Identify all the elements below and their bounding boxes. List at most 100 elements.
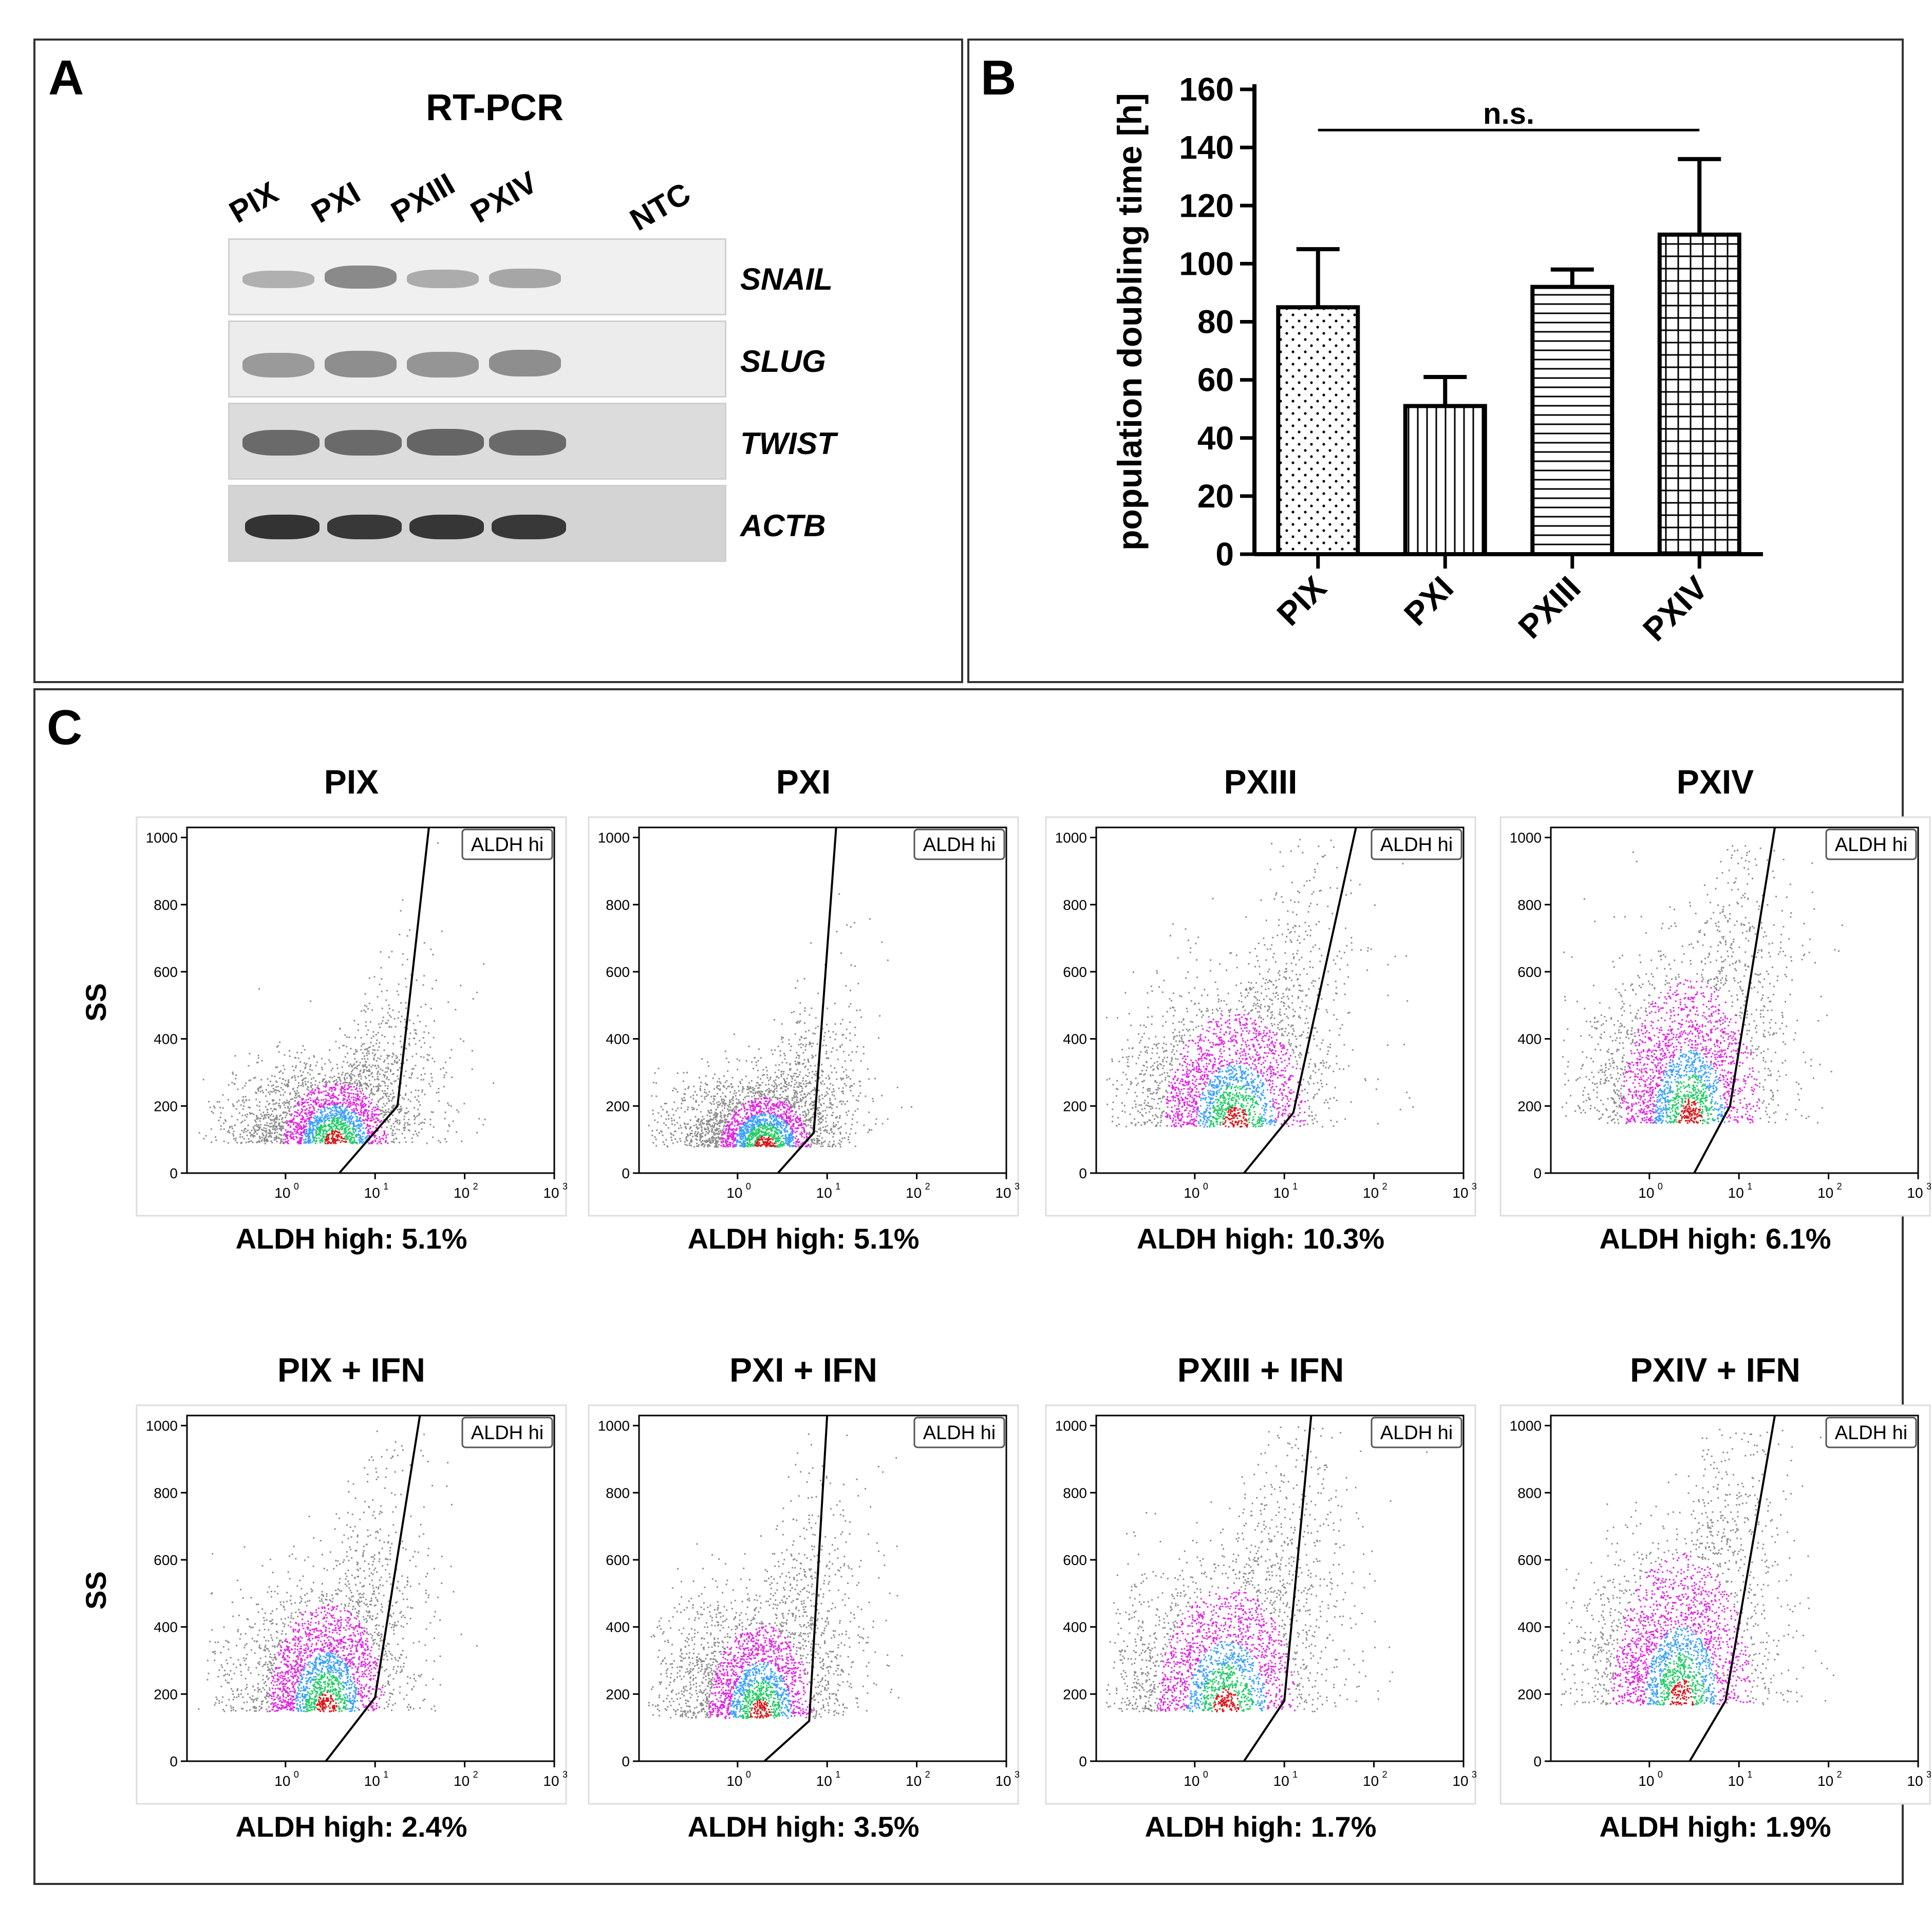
y-tick-label: 0: [1215, 536, 1234, 573]
x-tick-exponent: 3: [1015, 1181, 1019, 1192]
gel-band: [325, 266, 397, 289]
x-tick-label: 10: [816, 1773, 832, 1789]
gel-band: [325, 430, 402, 456]
y-tick-label: 800: [606, 1485, 630, 1501]
aldh-high-result: ALDH high: 5.1%: [687, 1222, 920, 1255]
bar-pix: [1276, 305, 1360, 556]
x-tick-label: PXIII: [1511, 569, 1588, 646]
y-tick-label: 800: [1063, 897, 1087, 913]
y-tick-label: 0: [170, 1753, 178, 1769]
x-tick-label: PXI: [1397, 569, 1460, 633]
x-tick-exponent: 0: [294, 1769, 299, 1780]
flow-plot-title: PIX: [324, 763, 379, 801]
x-tick-exponent: 3: [1926, 1769, 1931, 1780]
panel-b-label: B: [981, 50, 1017, 105]
panel-c: C PIX 0 200 400 600 800 1000 10 0 10 1 10 2 10 3 ALDH h…: [33, 688, 1931, 1885]
y-tick-label: 600: [1063, 1552, 1087, 1568]
bar-pxiv: [1657, 232, 1741, 556]
aldh-high-result: ALDH high: 5.1%: [235, 1222, 467, 1255]
x-tick-label: 10: [364, 1773, 380, 1789]
x-tick-label: 10: [1728, 1773, 1744, 1789]
gene-label-twist: TWIST: [740, 426, 836, 461]
gel-band: [242, 353, 314, 378]
lane-label-ntc: NTC: [624, 176, 697, 238]
gel-band: [407, 352, 479, 378]
gel-band: [325, 351, 397, 378]
x-tick-label: 10: [816, 1185, 832, 1201]
scatter-points: [648, 893, 912, 1148]
lane-label-pxiii: PXIII: [385, 166, 461, 230]
gate-label-box: [913, 828, 1005, 860]
y-tick-label: 800: [154, 897, 178, 913]
plot-area: [1095, 826, 1465, 1174]
x-tick-label: 10: [274, 1185, 290, 1201]
gate-label-box: [461, 1417, 553, 1448]
scatter-points: [1106, 839, 1414, 1128]
aldh-high-result: ALDH high: 1.7%: [1145, 1810, 1377, 1843]
gate-label: ALDH hi: [471, 834, 544, 856]
gate-label-box: [461, 828, 553, 860]
x-tick-label: 10: [1638, 1185, 1654, 1201]
x-tick-label: 10: [726, 1773, 742, 1789]
lane-label-pxi: PXI: [306, 175, 366, 230]
x-tick-exponent: 1: [835, 1769, 840, 1780]
gel-strip-twist: [228, 403, 726, 480]
scatter-points: [1560, 1429, 1864, 1706]
scatter-points: [198, 1430, 478, 1712]
gate-line: [1693, 827, 1776, 1174]
y-tick-label: 20: [1197, 478, 1234, 515]
x-tick-exponent: 3: [1926, 1181, 1931, 1192]
y-tick-label: 1000: [1510, 1418, 1542, 1434]
gate-label: ALDH hi: [1835, 1422, 1908, 1444]
plot-area: [1550, 1414, 1919, 1762]
y-tick-label: 800: [154, 1485, 178, 1501]
flow-plot-title: PXI + IFN: [729, 1351, 877, 1389]
aldh-high-result: ALDH high: 6.1%: [1599, 1222, 1831, 1255]
gel-band: [489, 350, 561, 376]
plot-area: [1550, 826, 1919, 1174]
aldh-high-result: ALDH high: 3.5%: [687, 1810, 920, 1843]
y-tick-label: 400: [1517, 1031, 1542, 1047]
x-tick-label: 10: [454, 1773, 470, 1789]
x-tick-exponent: 0: [1658, 1181, 1663, 1192]
flow-plot-title: PXIII + IFN: [1177, 1351, 1344, 1389]
gene-label-slug: SLUG: [740, 344, 826, 379]
x-tick-exponent: 0: [746, 1181, 751, 1192]
y-tick-label: 1000: [598, 1418, 630, 1434]
x-tick-exponent: 1: [1747, 1769, 1752, 1780]
y-tick-label: 0: [1079, 1165, 1087, 1181]
panel-c-label: C: [47, 700, 83, 755]
gate-line: [777, 827, 837, 1174]
y-tick-label: 800: [1063, 1485, 1087, 1501]
gene-label-snail: SNAIL: [740, 262, 833, 296]
lane-label-pix: PIX: [223, 175, 284, 230]
x-tick-exponent: 2: [1382, 1769, 1387, 1780]
y-tick-label: 400: [606, 1031, 630, 1047]
gel-strip-actb: [228, 485, 726, 562]
aldh-high-result: ALDH high: 10.3%: [1136, 1222, 1385, 1255]
x-tick-exponent: 0: [1658, 1769, 1663, 1780]
aldh-high-result: ALDH high: 1.9%: [1599, 1810, 1831, 1843]
rt-pcr-title: RT-PCR: [426, 87, 564, 128]
y-tick-label: 1000: [1055, 1418, 1087, 1434]
y-tick-label: 40: [1197, 420, 1234, 457]
y-tick-label: 600: [606, 964, 630, 980]
gel-strip-snail: [228, 238, 726, 315]
gate-label: ALDH hi: [1835, 834, 1908, 856]
x-tick-label: 10: [1184, 1185, 1199, 1201]
x-tick-exponent: 2: [925, 1769, 930, 1780]
flow-plot-title: PXIV: [1676, 763, 1754, 801]
y-tick-label: 100: [1179, 245, 1234, 282]
gel-band: [489, 269, 561, 288]
y-tick-label: 200: [1517, 1686, 1542, 1702]
x-tick-label: PXIV: [1636, 569, 1715, 648]
gel-band: [327, 515, 402, 539]
x-tick-exponent: 3: [562, 1769, 567, 1780]
y-tick-label: 1000: [146, 830, 178, 846]
x-tick-label: 10: [1452, 1185, 1468, 1201]
x-tick-label: 10: [1907, 1185, 1923, 1201]
y-tick-label: 600: [154, 1552, 178, 1568]
